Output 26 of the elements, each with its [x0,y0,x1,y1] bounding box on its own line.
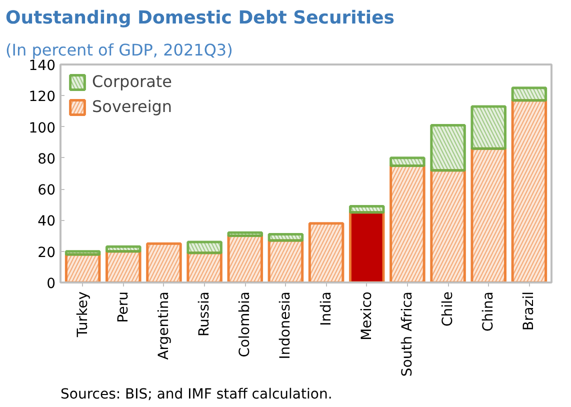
x-tick-label: Turkey [74,292,91,338]
y-tick-label: 140 [28,58,56,74]
x-tick-label: Brazil [521,291,538,331]
y-tick-label: 120 [28,89,56,106]
y-tick-label: 20 [38,244,56,261]
source-note: Sources: BIS; and IMF staff calculation. [60,386,332,402]
legend-label: Corporate [92,72,172,91]
x-tick-label: Russia [196,291,213,337]
chart-title: Outstanding Domestic Debt Securities [6,8,395,28]
x-tick-label: China [480,291,497,332]
y-tick-label: 100 [28,120,56,136]
y-tick-label: 80 [38,151,56,168]
x-tick-label: Indonesia [278,292,294,360]
legend-label: Sovereign [92,97,172,116]
x-tick-label: South Africa [399,291,416,377]
x-tick-label: India [318,292,334,326]
y-tick-label: 40 [38,214,56,230]
chart-subtitle: (In percent of GDP, 2021Q3) [6,40,233,60]
x-tick-label: Peru [115,292,132,323]
bar [348,211,385,282]
y-tick-label: 60 [38,182,56,199]
x-tick-label: Chile [440,291,456,327]
x-tick-label: Colombia [237,291,254,358]
y-tick-label: 0 [46,276,56,292]
x-tick-label: Argentina [156,291,172,360]
x-tick-label: Mexico [358,291,375,340]
